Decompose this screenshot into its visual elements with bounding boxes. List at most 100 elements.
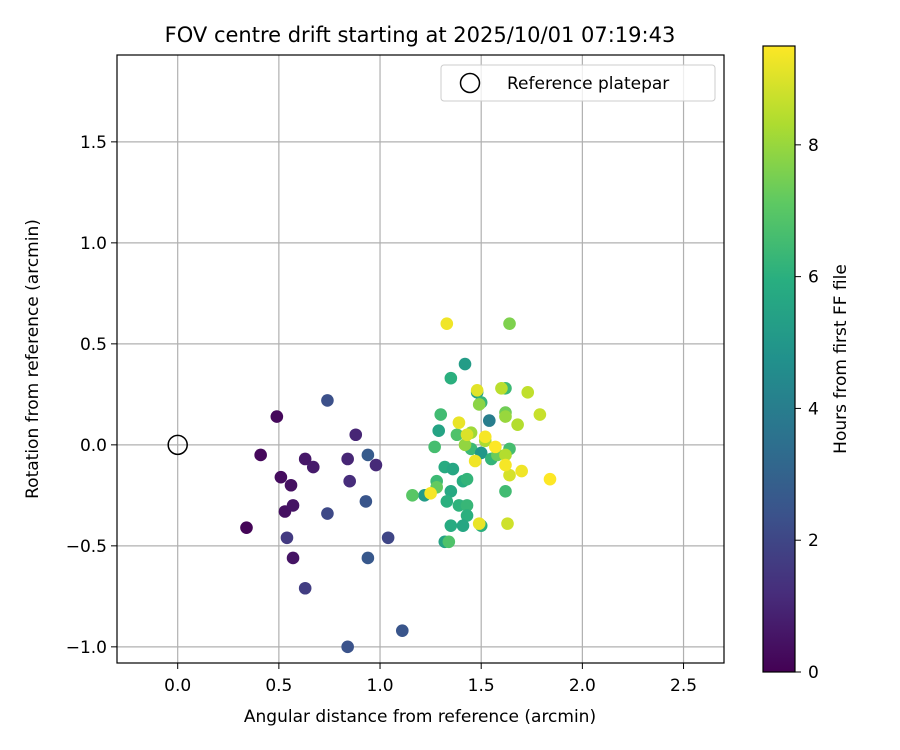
data-point: [495, 381, 508, 395]
x-tick-label: 2.5: [670, 676, 697, 696]
data-point: [456, 519, 470, 532]
data-point: [503, 468, 516, 482]
data-point: [458, 438, 472, 452]
data-point: [286, 499, 300, 512]
colorbar: 0 2 4 6 8 Hours from first FF file: [762, 45, 851, 683]
plot-frame: [116, 54, 725, 664]
data-point: [450, 428, 464, 442]
colorbar-tick-label: 8: [808, 136, 819, 156]
x-tick-label: 1.5: [468, 676, 495, 696]
data-point: [359, 495, 373, 508]
y-tick-label: 0.0: [80, 436, 107, 456]
data-point: [284, 478, 298, 492]
data-point: [444, 371, 458, 385]
data-point: [489, 440, 502, 454]
data-point: [460, 428, 474, 442]
colorbar-tick-label: 0: [808, 663, 819, 683]
data-point: [321, 507, 334, 520]
data-point: [446, 462, 460, 476]
y-tick-label: 1.0: [80, 234, 107, 254]
data-point: [499, 448, 512, 462]
data-point: [432, 424, 446, 438]
colorbar-tick-label: 4: [808, 399, 819, 419]
grid-lines: [117, 55, 724, 663]
data-point: [361, 448, 375, 462]
legend-reference-marker: [459, 72, 481, 94]
colorbar-ticks: 0 2 4 6 8: [795, 136, 819, 683]
legend-box: [440, 64, 716, 102]
colorbar-tick-label: 2: [808, 531, 819, 551]
data-point: [503, 317, 516, 330]
data-point: [499, 410, 512, 423]
data-point: [341, 452, 354, 466]
data-point: [369, 458, 383, 472]
data-point: [515, 464, 528, 478]
data-point: [286, 551, 300, 565]
data-point: [470, 384, 484, 397]
x-tick-label: 0.5: [265, 676, 292, 696]
x-tick-label: 2.0: [569, 676, 596, 696]
data-point: [395, 624, 409, 637]
x-tick-label: 1.0: [367, 676, 394, 696]
data-point: [468, 454, 482, 468]
y-axis-label: Rotation from reference (arcmin): [23, 219, 43, 499]
data-point: [444, 485, 458, 498]
data-point: [321, 394, 334, 407]
chart-title: FOV centre drift starting at 2025/10/01 …: [165, 23, 676, 47]
data-point: [270, 410, 284, 423]
colorbar-tick-label: 6: [808, 268, 819, 288]
data-point: [343, 474, 356, 488]
data-point: [361, 551, 375, 565]
scatter-points: [240, 317, 557, 654]
colorbar-label: Hours from first FF file: [831, 264, 851, 454]
data-point: [298, 452, 312, 466]
y-tick-label: 1.5: [80, 133, 107, 153]
colorbar-gradient: [762, 45, 796, 673]
data-point: [280, 531, 294, 545]
data-point: [406, 489, 419, 502]
data-point: [460, 499, 474, 512]
y-axis-ticks: −1.0 −0.5 0.0 0.5 1.0 1.5: [66, 133, 117, 658]
data-point: [424, 487, 437, 500]
reference-marker: [167, 434, 188, 456]
legend: Reference platepar: [440, 64, 716, 102]
data-point: [482, 414, 496, 427]
data-point: [499, 458, 512, 472]
data-point: [452, 416, 466, 429]
data-point: [521, 386, 535, 399]
data-point: [501, 517, 514, 530]
data-point: [543, 472, 557, 486]
data-point: [533, 408, 547, 421]
data-point: [254, 448, 267, 462]
data-point: [444, 519, 458, 532]
data-point: [472, 517, 486, 530]
x-axis-ticks: 0.0 0.5 1.0 1.5 2.0 2.5: [164, 663, 697, 696]
x-tick-label: 0.0: [164, 676, 191, 696]
data-point: [460, 509, 474, 522]
data-point: [434, 408, 448, 421]
data-point: [472, 398, 486, 411]
reference-marker-group: [167, 434, 188, 456]
y-tick-label: −1.0: [66, 638, 107, 658]
data-point: [298, 581, 312, 595]
y-tick-label: −0.5: [66, 537, 107, 557]
data-point: [440, 495, 454, 508]
data-point: [274, 470, 288, 484]
data-point: [478, 430, 492, 444]
legend-entry-reference: Reference platepar: [507, 74, 669, 94]
x-axis-label: Angular distance from reference (arcmin): [244, 707, 596, 727]
data-point: [428, 440, 441, 454]
data-point: [349, 428, 363, 442]
data-point: [442, 535, 456, 549]
y-tick-label: 0.5: [80, 335, 107, 355]
data-point: [499, 485, 512, 498]
data-point: [460, 472, 474, 486]
data-point: [381, 531, 395, 545]
data-point: [440, 317, 454, 330]
data-point: [458, 357, 472, 371]
data-point: [240, 521, 253, 534]
data-point: [306, 460, 320, 474]
data-point: [341, 640, 354, 654]
data-point: [511, 418, 524, 431]
